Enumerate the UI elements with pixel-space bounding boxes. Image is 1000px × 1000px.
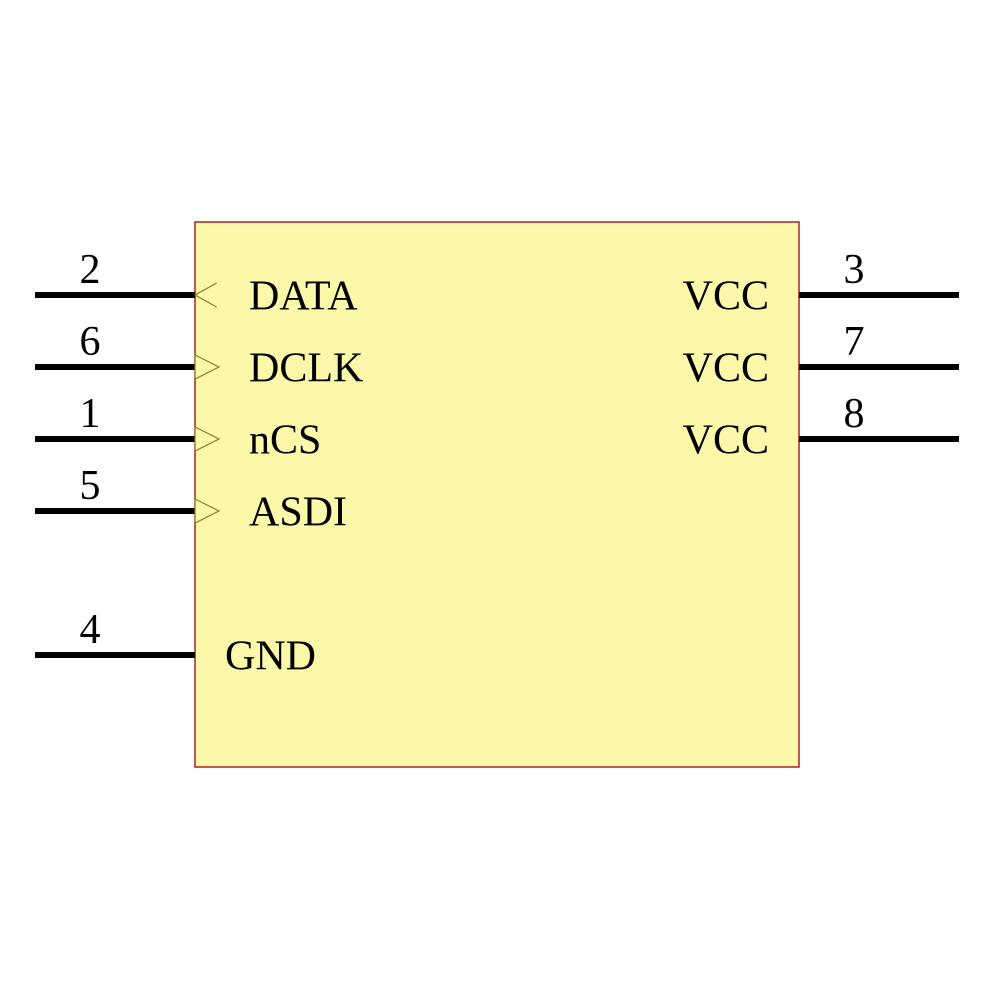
pin-number: 1 xyxy=(80,391,101,437)
pin-label: GND xyxy=(225,634,316,680)
pin-number: 5 xyxy=(80,463,101,509)
pin-label: ASDI xyxy=(249,490,347,536)
pin-label: VCC xyxy=(683,274,769,320)
pin-label: DATA xyxy=(249,274,358,320)
pin-number: 2 xyxy=(80,247,101,293)
pin-label: DCLK xyxy=(249,346,363,392)
schematic-diagram: 2 DATA 6 DCLK 1 nCS 5 ASDI 4 GND 3 VCC 7 VCC 8 VCC xyxy=(0,0,1000,1000)
pin-number: 7 xyxy=(844,319,865,365)
pin-number: 6 xyxy=(80,319,101,365)
pin-label: VCC xyxy=(683,346,769,392)
pin-number: 4 xyxy=(80,607,101,653)
pin-number: 8 xyxy=(844,391,865,437)
pin-number: 3 xyxy=(844,247,865,293)
pin-label: nCS xyxy=(249,418,321,464)
pin-label: VCC xyxy=(683,418,769,464)
